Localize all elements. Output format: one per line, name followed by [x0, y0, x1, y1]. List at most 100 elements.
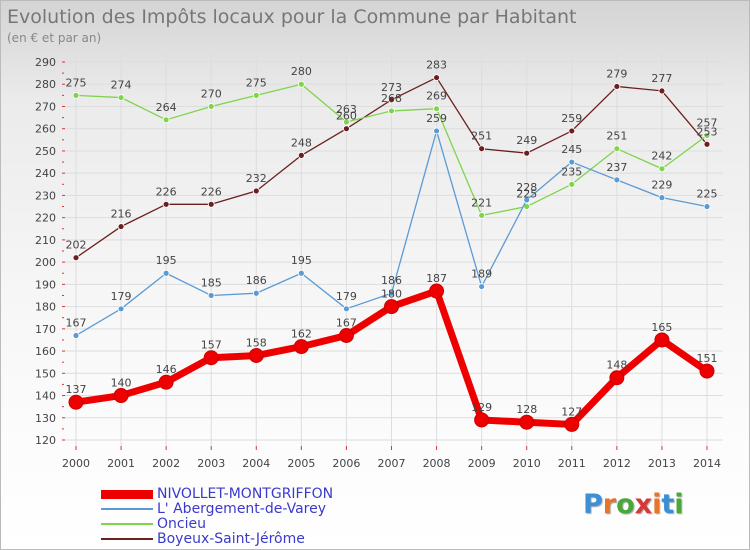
data-point	[113, 388, 129, 404]
data-point	[523, 196, 531, 204]
y-tick-label: 160	[35, 345, 56, 358]
data-label: 269	[426, 90, 447, 103]
data-point	[343, 118, 350, 126]
legend-label-3: Oncieu	[157, 516, 206, 532]
data-label: 180	[381, 288, 402, 301]
x-tick-label: 2005	[287, 457, 315, 470]
data-point	[703, 140, 711, 148]
data-label: 268	[381, 92, 402, 105]
data-point	[117, 94, 125, 101]
data-label: 237	[606, 161, 627, 174]
data-label: 226	[156, 185, 177, 198]
data-label: 158	[246, 337, 267, 350]
data-label: 280	[291, 65, 312, 78]
data-label: 187	[426, 272, 447, 285]
chart-subtitle: (en € et par an)	[7, 31, 102, 45]
x-tick-label: 2008	[423, 457, 451, 470]
data-label: 264	[156, 101, 177, 114]
y-tick-label: 280	[35, 78, 56, 91]
data-point	[654, 332, 670, 348]
data-label: 195	[156, 254, 177, 267]
logo-letter: x	[634, 489, 653, 520]
data-point	[568, 158, 576, 166]
data-label: 251	[606, 130, 627, 143]
data-point	[613, 145, 621, 153]
data-label: 249	[516, 134, 537, 147]
data-label: 253	[697, 125, 718, 138]
y-tick-label: 260	[35, 123, 56, 136]
data-point	[433, 127, 440, 135]
data-point	[388, 289, 395, 297]
y-tick-label: 200	[35, 256, 56, 269]
y-tick-label: 130	[35, 412, 56, 425]
data-label: 179	[336, 290, 357, 303]
legend-swatch-3	[101, 523, 153, 525]
data-label: 179	[111, 290, 132, 303]
data-point	[433, 74, 440, 81]
data-label: 186	[381, 274, 402, 287]
data-label: 242	[651, 150, 672, 163]
data-label: 257	[697, 116, 718, 129]
data-label: 232	[246, 172, 267, 185]
data-point	[343, 125, 350, 133]
data-point	[658, 165, 666, 173]
y-tick-label: 210	[35, 234, 56, 247]
data-point	[252, 289, 260, 297]
data-point	[252, 91, 260, 99]
x-tick-label: 2012	[603, 457, 631, 470]
x-tick-label: 2011	[558, 457, 586, 470]
data-label: 248	[291, 136, 312, 149]
data-label: 283	[426, 59, 447, 72]
legend-label-4: Boyeux-Saint-Jérôme	[157, 531, 305, 547]
y-tick-label: 170	[35, 323, 56, 336]
data-label: 259	[561, 112, 582, 125]
data-point	[203, 350, 219, 366]
data-label: 189	[471, 268, 492, 281]
data-label: 260	[336, 110, 357, 123]
data-point	[207, 200, 215, 208]
data-point	[248, 348, 264, 364]
data-point	[564, 416, 580, 432]
data-label: 235	[561, 165, 582, 178]
data-label: 228	[516, 181, 537, 194]
y-tick-label: 250	[35, 145, 56, 158]
data-label: 195	[291, 254, 312, 267]
data-label: 221	[471, 196, 492, 209]
data-label: 245	[561, 143, 582, 156]
y-tick-label: 120	[35, 434, 56, 447]
y-tick-label: 220	[35, 212, 56, 225]
data-label: 128	[516, 403, 537, 416]
y-tick-label: 190	[35, 278, 56, 291]
data-point	[162, 200, 170, 208]
x-tick-label: 2006	[332, 457, 360, 470]
y-tick-label: 270	[35, 100, 56, 113]
data-label: 202	[66, 239, 87, 252]
data-point	[478, 212, 486, 219]
x-tick-label: 2013	[648, 457, 676, 470]
data-point	[478, 283, 486, 290]
proxiti-logo: Proxiti	[583, 489, 684, 520]
legend-swatch-2	[101, 508, 153, 510]
data-label: 251	[471, 130, 492, 143]
data-point	[297, 269, 305, 277]
data-label: 137	[66, 383, 87, 396]
data-point	[162, 116, 170, 124]
y-tick-label: 230	[35, 189, 56, 202]
data-point	[338, 327, 354, 343]
data-point	[474, 412, 490, 428]
data-label: 279	[606, 67, 627, 80]
data-point	[433, 105, 440, 113]
chart-title: Evolution des Impôts locaux pour la Comm…	[7, 6, 577, 28]
data-label: 270	[201, 87, 222, 100]
logo-letter: r	[602, 489, 617, 520]
data-point	[297, 80, 305, 88]
data-point	[384, 299, 399, 315]
data-point	[388, 107, 395, 115]
data-point	[568, 180, 576, 188]
x-tick-label: 2009	[468, 457, 496, 470]
data-label: 167	[66, 316, 87, 329]
data-label: 225	[697, 188, 718, 201]
legend-label-1: NIVOLLET-MONTGRIFFON	[157, 486, 334, 502]
data-point	[658, 194, 666, 202]
data-point	[388, 96, 395, 104]
